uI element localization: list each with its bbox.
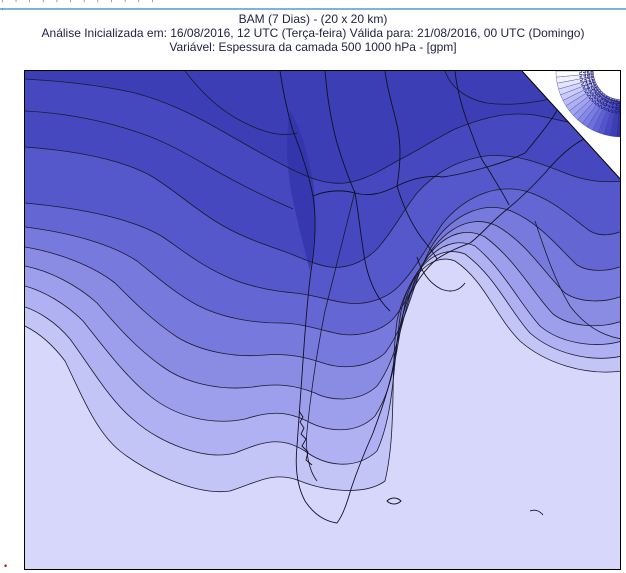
legend-level-label: 5410 xyxy=(579,75,596,87)
falkland-islands xyxy=(386,497,402,505)
andes-dark-band xyxy=(287,111,316,271)
country-border xyxy=(312,176,444,197)
legend-swatch xyxy=(555,71,593,78)
rio-de-la-plata xyxy=(416,256,466,292)
south-america-east-coast xyxy=(336,126,620,524)
contour-line xyxy=(25,110,294,210)
contour-lines xyxy=(25,71,620,493)
contour-line xyxy=(25,251,620,465)
contour-line xyxy=(25,258,620,493)
map-header: BAM (7 Dias) - (20 x 20 km) Análise Inic… xyxy=(0,12,626,54)
top-border: ' ' ' ' ' ' ' ' ' ' ' ' ' xyxy=(0,0,626,16)
south-georgia-island xyxy=(529,509,544,516)
south-america-west-coast xyxy=(279,71,338,524)
contour-line xyxy=(534,220,620,340)
chile-archipelago xyxy=(298,410,313,466)
legend-fan: 5800577057405710568056505620559055605530… xyxy=(555,71,621,138)
contour-line xyxy=(25,78,620,184)
projection-corner-edge xyxy=(521,71,620,180)
contour-line xyxy=(184,71,298,135)
country-border xyxy=(384,71,401,187)
legend-level-label: 5350 xyxy=(578,71,594,79)
legend-level-label: 5320 xyxy=(579,71,595,75)
contour-line xyxy=(25,232,620,400)
map-frame[interactable]: 5800 5770 5740 5710 5680 5650 5620 5590 5560 5530… xyxy=(24,70,621,570)
corner-marker: • xyxy=(4,561,8,571)
country-border xyxy=(486,166,510,206)
country-border xyxy=(454,71,488,168)
thickness-band-core xyxy=(25,71,620,184)
country-border xyxy=(324,71,356,194)
contour-line xyxy=(25,207,620,336)
country-border xyxy=(396,185,438,260)
contour-line xyxy=(25,221,620,368)
map-title: BAM (7 Dias) - (20 x 20 km) xyxy=(238,12,388,26)
legend-level-label: 5380 xyxy=(579,72,596,82)
legend-level-label: 5740 xyxy=(607,97,617,114)
analysis-date: Análise Inicializada em: 16/08/2016, 12 … xyxy=(41,26,585,40)
legend-level-label: 5710 xyxy=(604,96,616,113)
top-border-marks: ' ' ' ' ' ' ' ' ' ' ' ' ' xyxy=(0,0,157,16)
contour-line xyxy=(25,146,620,268)
contour-line xyxy=(25,242,620,431)
thickness-map[interactable]: 5800577057405710568056505620559055605530… xyxy=(25,71,621,570)
country-border xyxy=(354,192,391,312)
variable-label: Variável: Espessura da camada 500 1000 h… xyxy=(169,40,457,54)
contour-line xyxy=(25,188,620,304)
legend-level-label: 5770 xyxy=(611,98,620,114)
legend-level-label: 5800 xyxy=(615,99,621,115)
